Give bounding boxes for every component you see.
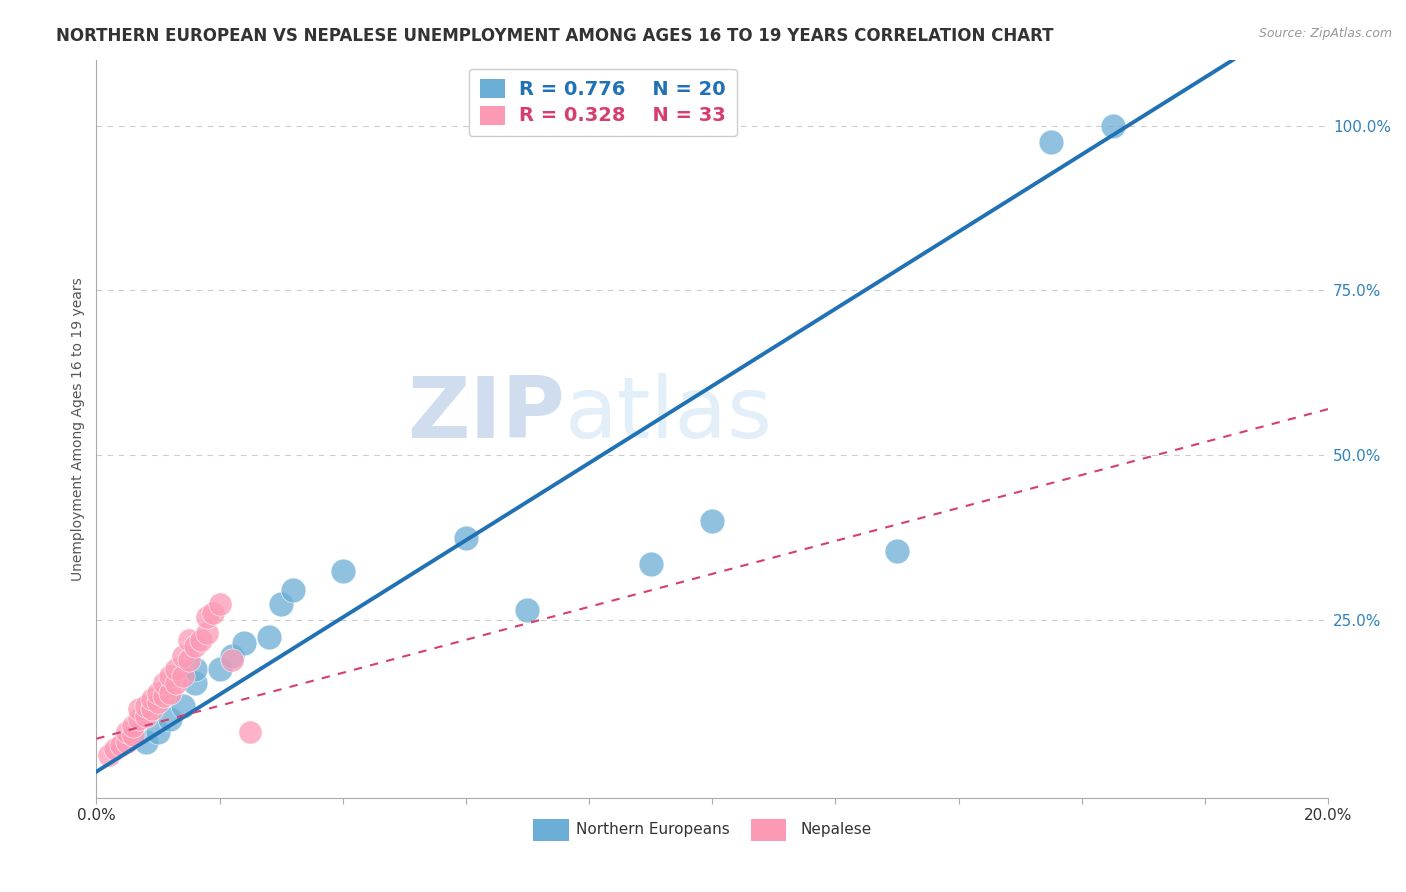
Point bbox=[146, 725, 169, 739]
Point bbox=[104, 741, 127, 756]
Point bbox=[172, 698, 194, 713]
Point bbox=[146, 685, 169, 699]
Y-axis label: Unemployment Among Ages 16 to 19 years: Unemployment Among Ages 16 to 19 years bbox=[72, 277, 86, 581]
Point bbox=[184, 640, 207, 654]
Point bbox=[128, 712, 150, 726]
Point bbox=[159, 712, 181, 726]
Point bbox=[135, 698, 157, 713]
Point bbox=[141, 692, 163, 706]
Point bbox=[159, 685, 181, 699]
Point bbox=[886, 543, 908, 558]
Text: ZIP: ZIP bbox=[406, 373, 564, 456]
Point bbox=[195, 609, 218, 624]
Point bbox=[128, 702, 150, 716]
Point bbox=[1040, 135, 1063, 149]
Point bbox=[141, 702, 163, 716]
Text: atlas: atlas bbox=[564, 373, 772, 456]
Point bbox=[283, 583, 305, 598]
Point bbox=[1101, 119, 1123, 133]
Point bbox=[177, 632, 200, 647]
Point bbox=[97, 748, 120, 763]
Point bbox=[135, 735, 157, 749]
Point bbox=[110, 739, 132, 753]
Point bbox=[184, 663, 207, 677]
Text: Source: ZipAtlas.com: Source: ZipAtlas.com bbox=[1258, 27, 1392, 40]
Point bbox=[702, 514, 724, 528]
Point bbox=[165, 663, 187, 677]
Point bbox=[172, 649, 194, 664]
Point bbox=[270, 597, 292, 611]
Point bbox=[640, 557, 662, 571]
Point bbox=[146, 696, 169, 710]
Text: Nepalese: Nepalese bbox=[800, 822, 872, 837]
Text: Northern Europeans: Northern Europeans bbox=[575, 822, 730, 837]
Point bbox=[190, 632, 212, 647]
Text: NORTHERN EUROPEAN VS NEPALESE UNEMPLOYMENT AMONG AGES 16 TO 19 YEARS CORRELATION: NORTHERN EUROPEAN VS NEPALESE UNEMPLOYME… bbox=[56, 27, 1053, 45]
Point bbox=[332, 564, 354, 578]
Legend: R = 0.776    N = 20, R = 0.328    N = 33: R = 0.776 N = 20, R = 0.328 N = 33 bbox=[468, 69, 737, 136]
Point bbox=[177, 652, 200, 666]
Point bbox=[115, 735, 138, 749]
Point bbox=[184, 675, 207, 690]
Point bbox=[208, 663, 231, 677]
Point bbox=[165, 675, 187, 690]
Point bbox=[221, 652, 243, 666]
Point bbox=[115, 725, 138, 739]
Point bbox=[195, 626, 218, 640]
Point bbox=[135, 708, 157, 723]
Point bbox=[153, 689, 176, 703]
Point bbox=[257, 630, 280, 644]
Point bbox=[122, 718, 145, 732]
Point bbox=[516, 603, 538, 617]
Point bbox=[454, 531, 477, 545]
Point bbox=[202, 607, 225, 621]
Point bbox=[159, 669, 181, 683]
Point bbox=[233, 636, 256, 650]
Point bbox=[221, 649, 243, 664]
Point bbox=[208, 597, 231, 611]
Point bbox=[153, 675, 176, 690]
Point bbox=[122, 728, 145, 742]
Point bbox=[172, 669, 194, 683]
Point bbox=[239, 725, 262, 739]
